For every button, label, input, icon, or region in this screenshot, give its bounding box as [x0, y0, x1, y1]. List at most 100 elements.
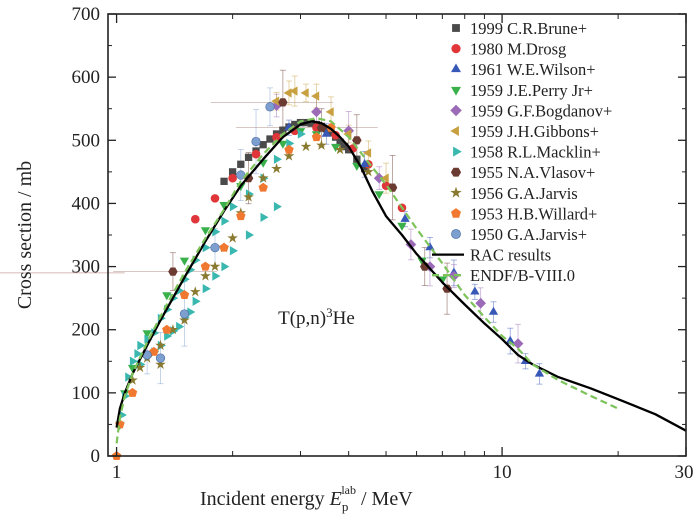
data-point: [331, 130, 340, 140]
data-point: [125, 372, 134, 382]
data-point: [271, 96, 280, 106]
data-point: [257, 172, 269, 183]
data-point: [221, 216, 230, 226]
data-point: [340, 142, 349, 151]
data-point: [374, 191, 384, 200]
data-point: [179, 290, 190, 299]
data-point: [488, 306, 499, 315]
data-point: [405, 239, 417, 250]
data-point: [155, 339, 166, 350]
data-point: [179, 257, 190, 266]
data-point: [187, 307, 196, 317]
data-point: [400, 213, 410, 222]
data-point: [129, 356, 138, 366]
data-point: [326, 122, 336, 132]
data-point: [325, 107, 334, 117]
legend-label: 1959 J.E.Perry Jr+: [470, 81, 593, 100]
data-point: [425, 242, 435, 251]
data-point: [134, 362, 146, 373]
data-point: [244, 153, 253, 161]
data-point: [278, 98, 288, 107]
legend-label: 1961 W.E.Wilson+: [470, 60, 596, 79]
legend-marker: [451, 229, 461, 239]
data-point: [380, 173, 389, 183]
legend-label: 1955 N.A.Vlasov+: [470, 163, 595, 182]
data-point: [212, 227, 221, 237]
x-axis-title-suffix: / MeV: [356, 488, 413, 510]
data-point: [272, 132, 281, 142]
data-point: [259, 141, 267, 149]
data-point: [251, 149, 261, 159]
data-point: [279, 126, 287, 134]
x-axis-title-symbol: E: [329, 488, 342, 510]
data-point: [127, 374, 138, 385]
legend-marker: [450, 126, 459, 136]
y-tick-label: 300: [72, 257, 101, 278]
plot-frame: [107, 13, 687, 457]
reaction-annotation-text: T(p,n): [278, 308, 326, 329]
data-point: [237, 160, 245, 168]
data-point: [260, 212, 269, 222]
legend-label: 1953 H.B.Willard+: [470, 204, 597, 223]
data-point: [258, 182, 268, 192]
data-point: [505, 335, 515, 344]
data-point: [202, 243, 211, 253]
data-point: [311, 106, 322, 118]
data-point: [192, 296, 201, 306]
data-point: [327, 129, 335, 137]
data-point: [363, 148, 372, 158]
data-point: [236, 211, 246, 221]
data-point: [167, 324, 179, 335]
data-point: [300, 88, 309, 98]
endf-curve: [115, 117, 619, 444]
data-point: [162, 324, 172, 334]
data-point: [334, 144, 346, 155]
data-point: [137, 340, 146, 351]
legend-marker: [451, 208, 461, 218]
data-point: [265, 102, 275, 112]
data-point: [190, 214, 200, 224]
data-point: [321, 128, 331, 137]
data-point: [271, 163, 282, 174]
data-point: [179, 309, 190, 319]
y-tick-label: 500: [72, 130, 101, 151]
data-point: [352, 136, 362, 145]
data-point: [289, 86, 298, 96]
legend-label: 1959 J.H.Gibbons+: [470, 122, 599, 141]
x-axis-title-superscript: lab: [341, 483, 356, 497]
data-point: [283, 88, 292, 98]
data-point: [210, 194, 220, 203]
data-point: [200, 227, 211, 236]
legend-label: 1950 G.A.Jarvis+: [470, 225, 587, 244]
data-point: [202, 284, 211, 294]
data-point: [251, 136, 261, 147]
series-6: [118, 129, 306, 420]
y-tick-label: 600: [72, 67, 101, 88]
data-point: [127, 387, 138, 397]
legend-marker: [451, 86, 461, 96]
legend-marker: [450, 104, 462, 117]
data-point: [512, 338, 524, 349]
series-9: [111, 122, 336, 460]
reaction-annotation: T(p,n)3He: [278, 305, 355, 329]
data-point: [360, 158, 370, 167]
data-point: [448, 270, 460, 282]
series-5: [271, 86, 389, 183]
data-point: [200, 270, 211, 281]
data-point: [470, 286, 480, 295]
x-axis-title-subscript: p: [342, 499, 349, 514]
legend-marker: [450, 167, 462, 177]
legend-label: ENDF/B-VIII.0: [470, 266, 575, 285]
data-point: [284, 144, 294, 154]
legend-label: 1959 G.F.Bogdanov+: [470, 101, 612, 120]
series-10: [142, 102, 275, 363]
legend-marker: [451, 44, 461, 54]
data-point: [212, 271, 221, 281]
data-point: [245, 230, 254, 240]
data-point: [162, 292, 172, 301]
data-point: [363, 166, 374, 177]
data-point: [273, 154, 282, 164]
data-point: [210, 243, 220, 253]
